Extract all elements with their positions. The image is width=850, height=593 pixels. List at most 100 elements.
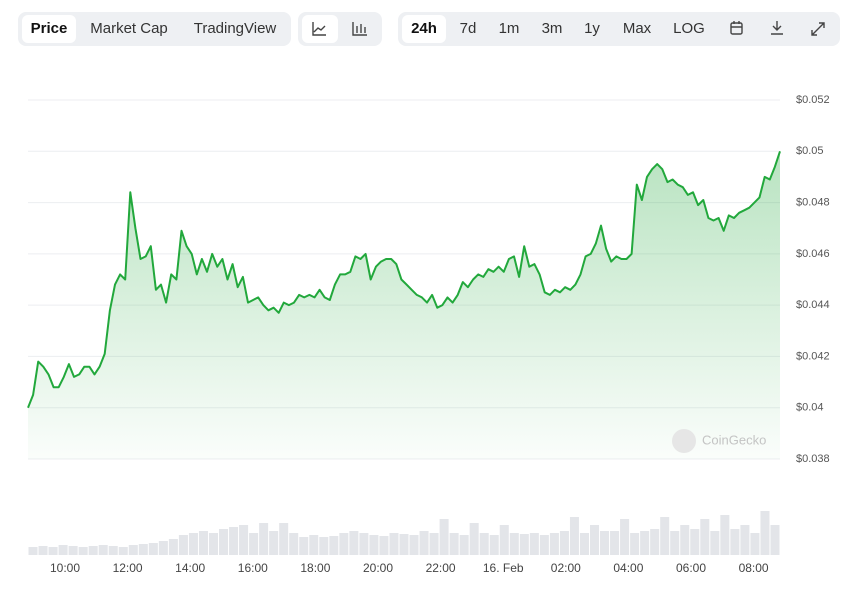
volume-bar (299, 537, 309, 555)
volume-bar (489, 535, 499, 555)
volume-bar (68, 546, 78, 555)
x-tick-label: 04:00 (613, 561, 643, 575)
volume-bar (559, 531, 569, 555)
volume-bar (399, 534, 409, 555)
volume-bar (379, 536, 389, 555)
y-tick-label: $0.046 (796, 248, 830, 260)
volume-bar (98, 545, 108, 555)
y-tick-label: $0.05 (796, 145, 824, 157)
volume-bar (38, 546, 48, 555)
view-tab[interactable]: Price (31, 20, 68, 37)
volume-bar (319, 537, 329, 555)
volume-bar (479, 533, 489, 555)
y-tick-label: $0.044 (796, 299, 830, 311)
volume-bar (690, 529, 700, 555)
expand-icon[interactable] (811, 22, 825, 36)
volume-bar (178, 535, 188, 555)
volume-bar (309, 535, 319, 555)
view-tab[interactable]: TradingView (194, 20, 277, 37)
volume-bar (118, 547, 128, 555)
volume-bar (600, 531, 610, 555)
volume-bar (640, 531, 650, 555)
watermark-text: CoinGecko (702, 432, 766, 447)
range-tab[interactable]: 1y (584, 20, 600, 37)
volume-bar (138, 544, 148, 555)
volume-bar (148, 543, 158, 555)
volume-bar (198, 531, 208, 555)
volume-bar (770, 525, 780, 555)
volume-bar (680, 525, 690, 555)
price-line (27, 150, 781, 409)
candle-icon[interactable] (352, 22, 367, 36)
volume-bar (549, 533, 559, 555)
range-tab[interactable]: Max (623, 20, 652, 37)
volume-bar (108, 546, 118, 555)
volume-bar (710, 531, 720, 555)
range-tab[interactable]: 7d (460, 20, 477, 37)
y-tick-label: $0.052 (796, 94, 830, 106)
selected-pill (402, 15, 446, 43)
area-fill (28, 151, 780, 460)
volume-bar (369, 535, 379, 555)
y-tick-label: $0.048 (796, 196, 830, 208)
volume-bar (219, 529, 229, 555)
x-tick-label: 06:00 (676, 561, 706, 575)
volume-bar (630, 533, 640, 555)
view-tab[interactable]: Market Cap (90, 20, 168, 37)
volume-bar (730, 529, 740, 555)
range-tab[interactable]: LOG (673, 20, 705, 37)
volume-bar (509, 533, 519, 555)
volume-bar (650, 529, 660, 555)
volume-bar (529, 533, 539, 555)
line-icon[interactable] (312, 22, 326, 36)
range-group (398, 12, 840, 46)
volume-bar (760, 511, 770, 555)
range-tab[interactable]: 24h (411, 20, 437, 37)
volume-bar (459, 535, 469, 555)
range-tab[interactable]: 3m (542, 20, 563, 37)
volume-bar (389, 533, 399, 555)
volume-bar (589, 525, 600, 555)
calendar-icon[interactable] (730, 21, 743, 35)
y-tick-label: $0.04 (796, 402, 824, 414)
selected-pill (22, 15, 76, 43)
download-icon[interactable] (771, 21, 783, 35)
volume-bar (539, 535, 549, 555)
volume-bar (128, 545, 138, 555)
volume-bar (229, 527, 239, 555)
volume-bar (519, 534, 529, 555)
volume-bar (469, 523, 479, 555)
x-tick-label: 02:00 (551, 561, 581, 575)
volume-bar (239, 525, 249, 555)
volume-bar (750, 533, 760, 555)
x-tick-label: 22:00 (426, 561, 456, 575)
volume-bar (28, 547, 38, 555)
x-tick-label: 18:00 (300, 561, 330, 575)
volume-bar (279, 523, 289, 555)
volume-bar (289, 533, 299, 555)
volume-bar (720, 515, 730, 555)
volume-bar (188, 533, 198, 555)
volume-bar (339, 533, 349, 555)
volume-bar (449, 533, 459, 555)
toolbar: Price Market Cap TradingView 24h 7d 1m 3… (18, 12, 840, 46)
volume-bar (329, 536, 339, 555)
volume-bar (208, 533, 219, 555)
volume-bar (249, 533, 259, 555)
volume-bar (88, 546, 98, 555)
x-tick-label: 12:00 (113, 561, 143, 575)
volume-bar (419, 531, 429, 555)
volume-bar (700, 519, 710, 555)
volume-bar (58, 545, 68, 555)
volume-bar (579, 533, 589, 555)
volume-bar (499, 525, 509, 555)
volume-bar (259, 523, 269, 555)
volume-bar (660, 517, 670, 555)
volume-bar (409, 535, 419, 555)
volume-bar (569, 517, 579, 555)
watermark: CoinGecko (672, 429, 766, 453)
volume-bar (48, 547, 58, 555)
range-tab[interactable]: 1m (499, 20, 520, 37)
